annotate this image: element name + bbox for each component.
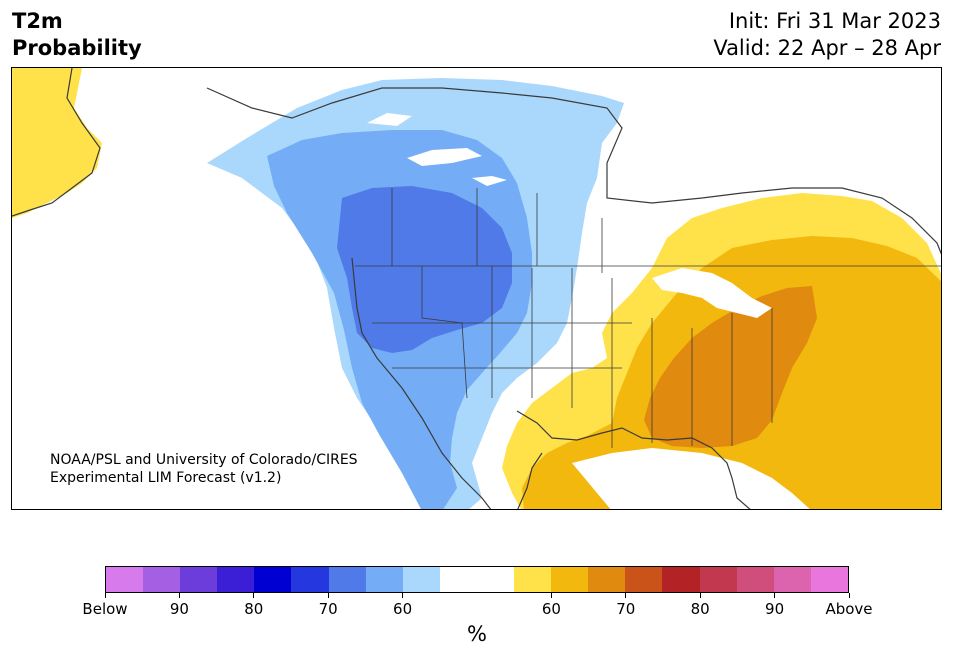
init-date: Init: Fri 31 Mar 2023 [728, 9, 941, 33]
colorbar-tick-label: 60 [393, 600, 413, 618]
coastlines [12, 68, 941, 509]
map-canvas [12, 68, 941, 509]
above-80-region [644, 286, 817, 448]
gulf-water [572, 448, 810, 509]
colorbar-swatch [810, 567, 848, 592]
colorbar-tickmark [253, 593, 255, 598]
colorbar-swatch [106, 567, 144, 592]
political-borders [355, 188, 941, 448]
credit-line-1: NOAA/PSL and University of Colorado/CIRE… [50, 452, 358, 468]
colorbar-tickmark [848, 593, 850, 598]
colorbar-swatch [551, 567, 589, 592]
colorbar-swatch [180, 567, 218, 592]
colorbar-tickmark [402, 593, 404, 598]
colorbar-unit: % [467, 622, 487, 646]
colorbar-swatch [514, 567, 552, 592]
colorbar-swatch [736, 567, 774, 592]
colorbar-swatch [402, 567, 440, 592]
probability-map: NOAA/PSL and University of Colorado/CIRE… [11, 67, 942, 510]
colorbar-swatch [217, 567, 255, 592]
title-line-2: Probability [12, 36, 142, 60]
colorbar-swatch [699, 567, 737, 592]
colorbar-swatch [439, 567, 477, 592]
colorbar-tickmark [178, 593, 180, 598]
title-line-1: T2m [12, 9, 63, 33]
colorbar-swatch [476, 567, 515, 592]
colorbar-tick-label: 70 [318, 600, 338, 618]
colorbar-swatch [143, 567, 181, 592]
colorbar-swatch [773, 567, 811, 592]
colorbar-tick-label: 90 [765, 600, 785, 618]
colorbar-tickmark [104, 593, 106, 598]
forecast-dates: Init: Fri 31 Mar 2023 Valid: 22 Apr – 28… [713, 8, 941, 62]
colorbar-swatch [291, 567, 329, 592]
colorbar-tick-label: 90 [169, 600, 189, 618]
colorbar-swatch [365, 567, 403, 592]
colorbar-tick-label: 80 [244, 600, 264, 618]
colorbar [105, 566, 849, 593]
credit: NOAA/PSL and University of Colorado/CIRE… [50, 451, 358, 487]
credit-line-2: Experimental LIM Forecast (v1.2) [50, 470, 282, 486]
colorbar-tickmark [625, 593, 627, 598]
great-lakes [652, 268, 772, 318]
alaska-above-region [12, 68, 102, 218]
colorbar-swatch [662, 567, 700, 592]
colorbar-tickmark [774, 593, 776, 598]
colorbar-tick-label: Below [82, 600, 128, 618]
title: T2m Probability [12, 8, 142, 62]
below-80-region [337, 186, 512, 353]
colorbar-tick-label: 80 [690, 600, 710, 618]
colorbar-tick-label: Above [825, 600, 873, 618]
colorbar-swatch [254, 567, 292, 592]
colorbar-tickmark [699, 593, 701, 598]
colorbar-swatch [625, 567, 663, 592]
colorbar-tickmark [327, 593, 329, 598]
colorbar-swatch [328, 567, 366, 592]
colorbar-swatch [588, 567, 626, 592]
valid-range: Valid: 22 Apr – 28 Apr [713, 36, 941, 60]
colorbar-tick-label: 60 [541, 600, 561, 618]
canada-lakes [367, 113, 507, 186]
colorbar-tickmark [550, 593, 552, 598]
colorbar-tick-label: 70 [616, 600, 636, 618]
